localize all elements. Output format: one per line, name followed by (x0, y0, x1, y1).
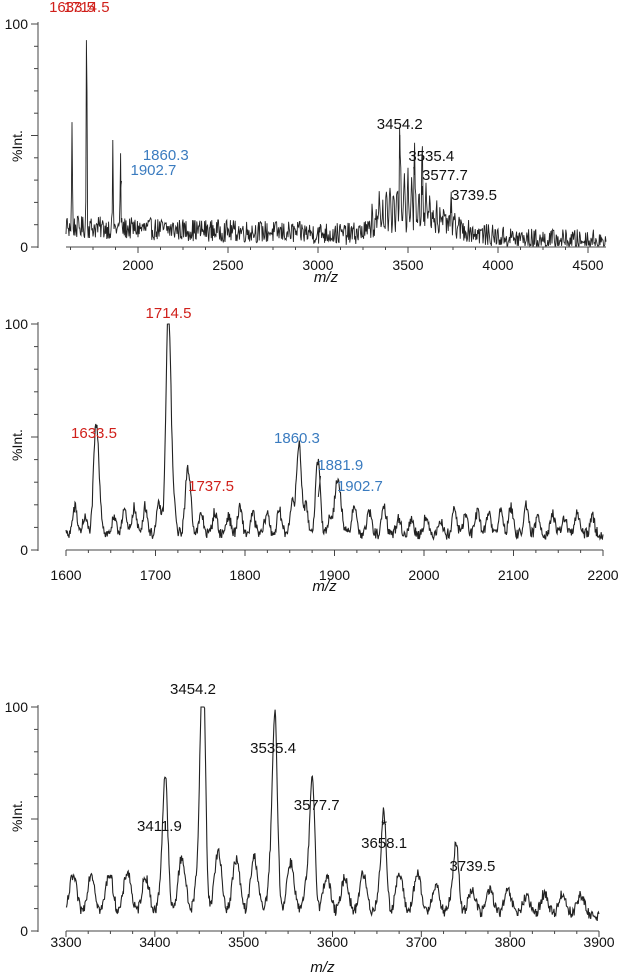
y-tick-label: 100 (5, 316, 29, 332)
x-axis-label: m/z (314, 269, 339, 286)
x-tick-label: 2000 (408, 567, 439, 583)
peak-label: 3658.1 (361, 835, 407, 852)
x-tick-label: 2500 (212, 257, 243, 273)
y-tick-label: 100 (5, 16, 29, 32)
peak-marker: * (381, 817, 387, 834)
spectrum-panel-middle: 0 100 1600 1700 1800 1900 2000 2100 2200 m/z %Int.… (5, 305, 619, 595)
peak-label: 1902.7 (337, 478, 383, 495)
x-tick-label: 3500 (392, 257, 423, 273)
peak-label: 3411.9 (137, 818, 182, 835)
peak-label: 3454.2 (170, 681, 216, 698)
x-tick-label: 3600 (317, 934, 348, 950)
spectrum-panel-bottom: 0 100 3300 3400 3500 3600 3700 3800 3900 m/z %Int.… (5, 681, 615, 976)
x-tick-label: 3000 (302, 257, 333, 273)
x-tick-label: 3400 (139, 934, 170, 950)
peak-label: 3739.5 (451, 187, 497, 204)
x-tick-label: 2200 (587, 567, 618, 583)
x-tick-label: 2100 (498, 567, 529, 583)
x-tick-label: 4000 (482, 257, 513, 273)
x-tick-label: 3700 (406, 934, 437, 950)
x-tick-label: 1800 (229, 567, 260, 583)
peak-label: 3577.7 (422, 167, 468, 184)
x-tick-label: 1700 (140, 567, 171, 583)
spectrum-panel-top: 0 100 2000 2500 3000 3500 4000 4500 m/z %Int. 1633… (5, 0, 607, 286)
x-tick-label: 2000 (122, 257, 153, 273)
x-tick-label: 3500 (228, 934, 259, 950)
x-tick-label: 1900 (319, 567, 350, 583)
peak-leader-line (413, 166, 415, 176)
y-tick-label: 100 (5, 699, 29, 715)
y-axis-label: %Int. (9, 130, 25, 162)
peak-label: 3577.7 (294, 797, 340, 814)
spectrum-trace (65, 323, 604, 541)
x-axis-label: m/z (310, 959, 335, 976)
peak-leader-line (119, 180, 122, 189)
peak-label: 1902.7 (130, 162, 176, 179)
peak-label: 3535.4 (408, 148, 454, 165)
peak-label: 1860.3 (274, 430, 320, 447)
x-tick-label: 3900 (583, 934, 614, 950)
peak-label: 3535.4 (250, 740, 296, 757)
x-tick-label: 4500 (572, 257, 603, 273)
peak-label: 3739.5 (449, 858, 495, 875)
peak-leader-line (317, 475, 321, 498)
peak-label: 1714.5 (146, 305, 192, 322)
x-axis-label: m/z (312, 578, 337, 595)
y-axis-label: %Int. (9, 429, 25, 461)
peak-label: 3454.2 (377, 116, 423, 133)
peak-label: 1633.5 (49, 0, 95, 16)
y-tick-label: 0 (20, 923, 28, 939)
peak-label: 1860.3 (143, 147, 189, 164)
peak-label: 1737.5 (188, 478, 234, 495)
peak-label: 1633.5 (71, 425, 117, 442)
y-axis-label: %Int. (9, 800, 25, 832)
spectrum-trace (65, 706, 600, 921)
spectrum-trace (65, 40, 607, 248)
x-tick-label: 1600 (50, 567, 81, 583)
x-tick-label: 3800 (495, 934, 526, 950)
y-tick-label: 0 (20, 239, 28, 255)
x-tick-label: 3300 (50, 934, 81, 950)
y-tick-label: 0 (20, 542, 28, 558)
peak-label: 1714.5 (64, 0, 110, 16)
peak-label: 1881.9 (317, 457, 363, 474)
